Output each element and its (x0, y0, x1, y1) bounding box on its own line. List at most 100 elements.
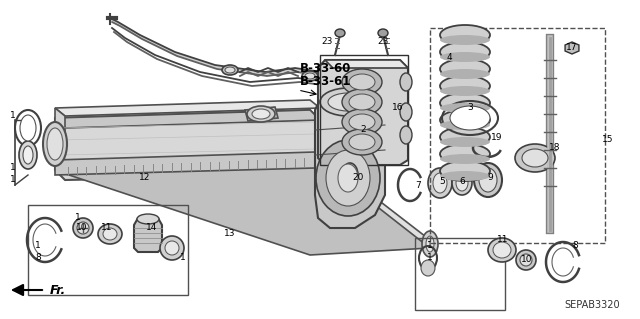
Ellipse shape (428, 168, 452, 198)
Ellipse shape (20, 115, 36, 141)
Ellipse shape (225, 67, 235, 73)
Text: 10: 10 (521, 256, 532, 264)
Polygon shape (55, 110, 320, 180)
Ellipse shape (440, 103, 490, 113)
Ellipse shape (440, 110, 490, 130)
Text: 12: 12 (140, 174, 150, 182)
Bar (28, 205, 188, 295)
Ellipse shape (316, 140, 380, 216)
Text: 16: 16 (392, 103, 404, 113)
Ellipse shape (440, 52, 490, 62)
Text: 1: 1 (427, 254, 433, 263)
Ellipse shape (520, 254, 532, 266)
Text: 1: 1 (10, 110, 16, 120)
Text: 20: 20 (352, 174, 364, 182)
Ellipse shape (422, 231, 438, 257)
Text: 15: 15 (602, 136, 614, 145)
Ellipse shape (440, 35, 490, 45)
Ellipse shape (440, 76, 490, 96)
Text: 1: 1 (75, 213, 81, 222)
Ellipse shape (488, 238, 516, 262)
Text: 10: 10 (76, 224, 88, 233)
Text: 9: 9 (487, 174, 493, 182)
Bar (430, 28, 605, 243)
Ellipse shape (433, 173, 447, 193)
Ellipse shape (338, 164, 358, 192)
Text: 19: 19 (492, 133, 503, 143)
Text: B-33-61: B-33-61 (300, 75, 351, 88)
Ellipse shape (19, 141, 37, 169)
Ellipse shape (400, 103, 412, 121)
Text: 3: 3 (467, 103, 473, 113)
Text: 23: 23 (321, 38, 333, 47)
Ellipse shape (474, 163, 502, 197)
Ellipse shape (450, 106, 490, 130)
Polygon shape (245, 107, 278, 121)
Ellipse shape (342, 163, 358, 187)
Ellipse shape (426, 236, 434, 252)
Text: 2: 2 (360, 125, 366, 135)
Ellipse shape (440, 59, 490, 79)
Text: 8: 8 (35, 254, 41, 263)
Ellipse shape (456, 175, 468, 191)
Ellipse shape (440, 120, 490, 130)
Polygon shape (55, 100, 320, 116)
Text: 5: 5 (439, 177, 445, 187)
Ellipse shape (400, 126, 412, 144)
Text: 1: 1 (180, 254, 186, 263)
Ellipse shape (320, 88, 376, 116)
Text: SEPAB3320: SEPAB3320 (564, 300, 620, 310)
Ellipse shape (440, 137, 490, 147)
Polygon shape (325, 60, 408, 68)
Ellipse shape (440, 69, 490, 79)
Ellipse shape (305, 73, 315, 79)
Ellipse shape (378, 29, 388, 37)
Ellipse shape (222, 65, 238, 75)
Ellipse shape (43, 122, 67, 166)
Ellipse shape (98, 224, 122, 244)
Ellipse shape (349, 74, 375, 90)
Ellipse shape (400, 73, 412, 91)
Ellipse shape (77, 222, 89, 234)
Text: 8: 8 (572, 241, 578, 249)
Text: 1: 1 (427, 241, 433, 249)
Ellipse shape (440, 161, 490, 181)
Ellipse shape (349, 94, 375, 110)
Ellipse shape (165, 241, 179, 255)
Ellipse shape (328, 93, 368, 111)
Text: 13: 13 (224, 228, 236, 238)
Ellipse shape (349, 134, 375, 150)
Ellipse shape (440, 154, 490, 164)
Text: Fr.: Fr. (50, 284, 67, 296)
Text: 17: 17 (566, 43, 578, 53)
Text: 6: 6 (459, 177, 465, 187)
Ellipse shape (522, 149, 548, 167)
Ellipse shape (493, 242, 511, 258)
Polygon shape (55, 152, 325, 175)
Ellipse shape (440, 42, 490, 62)
Polygon shape (134, 218, 162, 252)
Text: 11: 11 (497, 235, 509, 244)
Ellipse shape (515, 144, 555, 172)
Ellipse shape (326, 150, 370, 206)
Ellipse shape (440, 86, 490, 96)
Text: B-33-60: B-33-60 (300, 62, 351, 75)
Ellipse shape (160, 236, 184, 260)
Bar (320, 55, 408, 165)
Ellipse shape (479, 168, 497, 192)
Text: 18: 18 (549, 144, 561, 152)
Ellipse shape (47, 128, 63, 160)
Ellipse shape (452, 171, 472, 195)
Ellipse shape (421, 260, 435, 276)
Ellipse shape (342, 109, 382, 135)
Text: 1: 1 (10, 175, 16, 184)
Text: 14: 14 (147, 224, 157, 233)
Ellipse shape (440, 25, 490, 45)
Text: 1: 1 (10, 162, 16, 172)
Text: 1: 1 (35, 241, 41, 249)
Ellipse shape (440, 93, 490, 113)
Ellipse shape (302, 71, 318, 81)
Bar (415, 238, 505, 310)
Ellipse shape (252, 109, 270, 119)
Ellipse shape (247, 106, 275, 122)
